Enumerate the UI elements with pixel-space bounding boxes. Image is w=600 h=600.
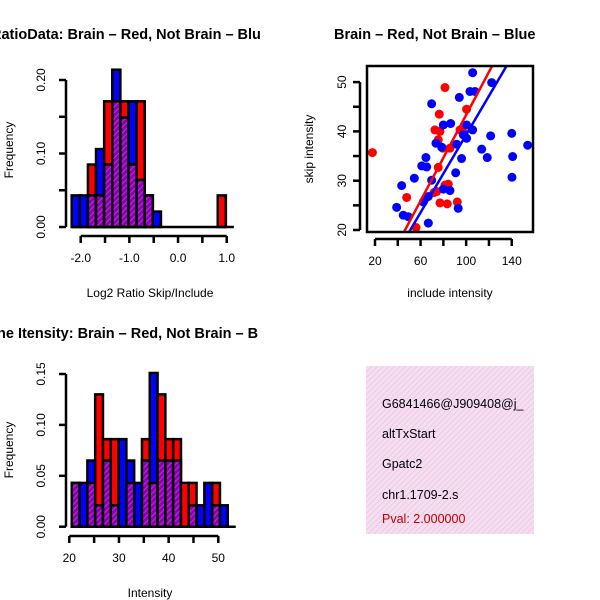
scatter-point-blue: [438, 120, 448, 130]
info-pval: Pval: 2.000000: [382, 512, 465, 526]
y-tick-label: 0.15: [34, 362, 48, 386]
intensity-histogram-ylabel: Frequency: [2, 422, 16, 479]
regression-line-blue: [407, 66, 508, 232]
scatter-point-red: [402, 192, 412, 202]
scatter-point-red: [440, 83, 450, 93]
scatter-point-blue: [482, 153, 492, 163]
y-tick-label: 0.10: [34, 413, 48, 437]
x-tick-label: 20: [63, 551, 77, 565]
scatter-points: [367, 66, 533, 232]
info-location: chr1.1709-2.s: [382, 488, 458, 502]
scatter-point-blue: [457, 154, 467, 164]
scatter-point-blue: [453, 203, 463, 213]
scatter-point-red: [435, 198, 445, 208]
x-tick-label: 1.0: [218, 251, 235, 265]
x-tick-label: 60: [414, 254, 428, 268]
x-tick-label: 140: [502, 254, 522, 268]
intensity-histogram-bars: [70, 371, 236, 528]
x-tick-label: 40: [162, 551, 176, 565]
y-tick-label: 0.00: [34, 515, 48, 539]
y-tick-label: 0.05: [34, 464, 48, 488]
x-tick-label: -2.0: [70, 251, 91, 265]
x-tick-label: 0.0: [170, 251, 187, 265]
y-tick-label: 20: [335, 223, 349, 237]
info-event-id: G6841466@J909408@j_: [382, 397, 525, 411]
scatter-point-blue: [523, 140, 533, 150]
scatter-point-red: [442, 199, 452, 209]
scatter-point-blue: [423, 218, 433, 228]
y-tick-label: 30: [335, 174, 349, 188]
scatter-plot-box: [365, 64, 535, 234]
x-tick-label: 100: [456, 254, 476, 268]
scatter-point-blue: [445, 186, 455, 196]
intensity-histogram-title: ne Itensity: Brain – Red, Not Brain – B: [0, 326, 258, 342]
info-box: G6841466@J909408@j_ altTxStart Gpatc2 ch…: [366, 366, 534, 534]
regression-line-red: [402, 66, 494, 232]
info-panel: G6841466@J909408@j_ altTxStart Gpatc2 ch…: [366, 366, 534, 534]
scatter-point-blue: [392, 202, 402, 212]
scatter-point-blue: [422, 162, 432, 172]
ratio-histogram-axes: 0.00 0.10 0.20 -2.0 -1.0 0.0 1.0: [34, 68, 235, 265]
ratio-histogram-ylabel: Frequency: [2, 122, 16, 179]
x-tick-label: 20: [368, 254, 382, 268]
scatter-point-blue: [486, 131, 496, 141]
scatter-point-blue: [477, 144, 487, 154]
ratio-histogram-bars: [70, 68, 234, 229]
intensity-histogram-panel: ne Itensity: Brain – Red, Not Brain – B …: [0, 326, 258, 600]
x-tick-label: 50: [212, 551, 226, 565]
y-tick-label: 0.20: [34, 68, 48, 92]
scatter-point-red: [434, 109, 444, 119]
y-tick-label: 0.00: [34, 215, 48, 239]
ratio-histogram-panel: RatioData: Brain – Red, Not Brain – Blu …: [0, 27, 261, 300]
scatter-point-blue: [507, 172, 517, 182]
x-tick-label: -1.0: [119, 251, 140, 265]
histogram-bar-red: [216, 194, 228, 229]
info-event-type: altTxStart: [382, 427, 436, 441]
scatter-point-blue: [437, 142, 447, 152]
scatter-xlabel: include intensity: [407, 286, 492, 300]
scatter-axes: 20 30 40 50 20 60 100 140: [335, 75, 522, 268]
ratio-histogram-title: RatioData: Brain – Red, Not Brain – Blu: [0, 27, 261, 43]
x-tick-label: 30: [112, 551, 126, 565]
scatter-point-red: [367, 148, 377, 158]
scatter-point-blue: [397, 181, 407, 191]
scatter-point-blue: [487, 78, 497, 88]
ratio-histogram-xlabel: Log2 Ratio Skip/Include: [87, 286, 214, 300]
scatter-title: Brain – Red, Not Brain – Blue: [334, 27, 535, 43]
scatter-point-blue: [446, 119, 456, 129]
scatter-point-blue: [468, 68, 478, 78]
scatter-point-blue: [462, 120, 472, 130]
y-tick-label: 0.10: [34, 141, 48, 165]
scatter-point-blue: [409, 173, 419, 183]
info-box-background: [366, 366, 534, 534]
info-gene: Gpatc2: [382, 457, 422, 471]
scatter-point-blue: [454, 92, 464, 102]
y-tick-label: 50: [335, 75, 349, 89]
scatter-point-blue: [507, 128, 517, 138]
intensity-histogram-xlabel: Intensity: [128, 586, 173, 600]
scatter-panel: Brain – Red, Not Brain – Blue 2030405020…: [302, 27, 535, 300]
histogram-bar-blue: [151, 210, 163, 229]
intensity-histogram-axes: 0.00 0.05 0.10 0.15 20 30 40 50: [34, 362, 225, 565]
histogram-bar-blue: [218, 504, 229, 528]
y-tick-label: 40: [335, 124, 349, 138]
scatter-point-blue: [427, 99, 437, 109]
scatter-ylabel: skip intensity: [302, 115, 316, 184]
scatter-point-blue: [421, 153, 431, 163]
scatter-point-blue: [508, 152, 518, 162]
scatter-point-blue: [451, 168, 461, 178]
